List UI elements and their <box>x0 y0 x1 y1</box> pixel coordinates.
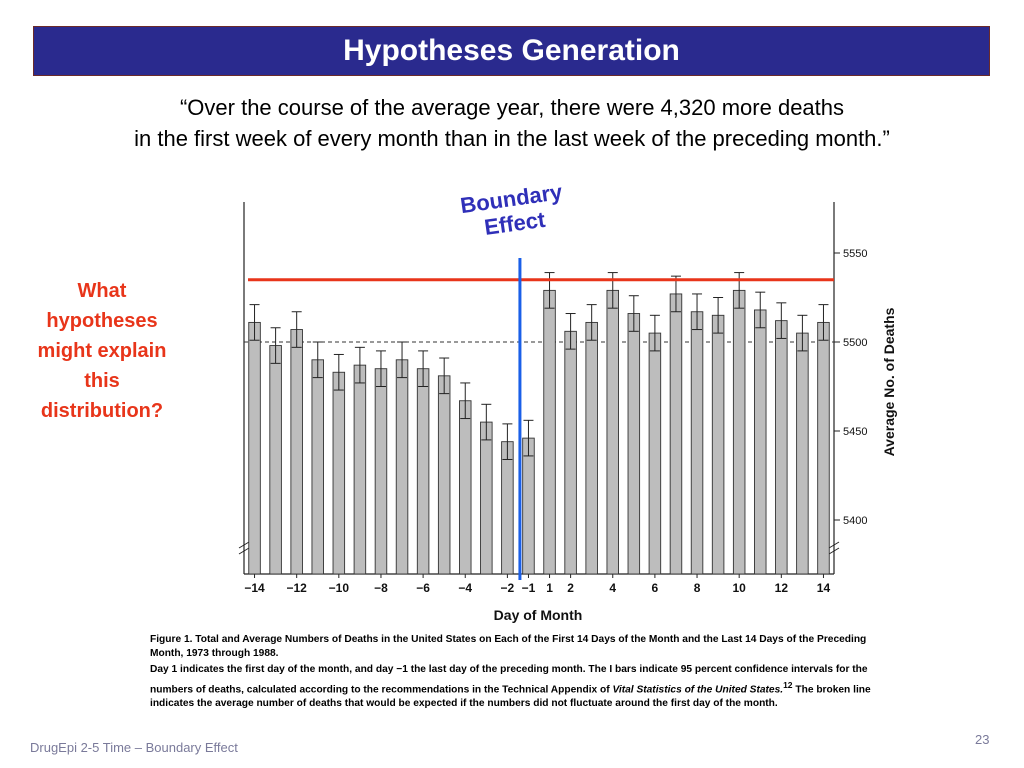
x-tick-label: 14 <box>817 581 831 595</box>
caption-text: Total and Average Numbers of Deaths in t… <box>150 634 867 660</box>
bar <box>395 359 409 575</box>
quote: “Over the course of the average year, th… <box>0 92 1024 154</box>
bar <box>817 321 830 575</box>
x-tick-label: −2 <box>501 581 515 595</box>
side-question-line: distribution? <box>40 400 164 422</box>
bar <box>648 332 662 575</box>
caption-para-2: Day 1 indicates the first day of the mon… <box>150 663 902 711</box>
axis-break-mark <box>238 541 250 549</box>
y-tick-label: 5500 <box>843 337 867 349</box>
bar <box>585 321 598 575</box>
x-axis-title: Day of Month <box>494 607 583 623</box>
quote-line-1: “Over the course of the average year, th… <box>179 95 845 120</box>
axis-break-mark <box>828 547 840 555</box>
y-tick-label: 5550 <box>843 248 867 260</box>
bar <box>248 321 261 575</box>
y-tick-label: 5400 <box>843 515 867 527</box>
caption-text: The broken line indicates the average nu… <box>150 684 871 710</box>
x-tick-label: 4 <box>609 581 616 595</box>
bar <box>501 441 514 575</box>
bar <box>290 329 303 575</box>
caption-lead: Figure 1. <box>150 634 193 645</box>
bar <box>564 330 577 575</box>
x-tick-label: 1 <box>546 581 553 595</box>
figure-caption: Figure 1. Total and Average Numbers of D… <box>150 633 902 713</box>
x-tick-label: −6 <box>416 581 430 595</box>
bar <box>332 371 346 575</box>
x-tick-label: −12 <box>286 581 307 595</box>
bar <box>543 289 556 575</box>
chart-overlay <box>248 258 834 580</box>
caption-text: Day 1 indicates the first day of the mon… <box>150 664 868 695</box>
bar <box>796 332 809 575</box>
caption-para-1: Figure 1. Total and Average Numbers of D… <box>150 633 902 661</box>
bar <box>311 359 324 575</box>
y-axis-title: Average No. of Deaths <box>881 307 897 456</box>
bar <box>353 364 367 575</box>
side-question-line: might explain <box>37 340 167 362</box>
x-tick-label: 10 <box>732 581 746 595</box>
bar <box>437 375 451 575</box>
bar <box>754 309 767 575</box>
x-tick-label: −8 <box>374 581 388 595</box>
quote-line-2: in the first week of every month than in… <box>134 126 890 151</box>
chart-bars <box>248 272 830 575</box>
x-tick-label: −1 <box>522 581 536 595</box>
bar <box>732 289 746 575</box>
bar <box>775 320 788 575</box>
side-question: What hypotheses might explain this distr… <box>12 276 192 426</box>
bar <box>459 400 472 575</box>
footer: DrugEpi 2-5 Time – Boundary Effect <box>30 740 238 755</box>
x-tick-label: −14 <box>244 581 265 595</box>
bar <box>627 313 641 575</box>
bar <box>606 289 619 575</box>
deaths-bar-chart: 5400 5450 5500 5550 −14 −12 −10 −8 −6 −4 −2 −1 1 2 4 6 8… <box>238 202 897 623</box>
bar <box>480 421 493 575</box>
slide-title: Hypotheses Generation <box>343 34 680 67</box>
bar <box>416 368 430 575</box>
caption-superscript: 12 <box>783 679 793 690</box>
y-tick-label: 5450 <box>843 426 867 438</box>
bar <box>269 345 282 575</box>
side-question-line: What <box>77 280 127 302</box>
bar <box>690 311 704 575</box>
x-tick-label: 12 <box>775 581 789 595</box>
page-number: 23 <box>975 732 990 747</box>
title-bar: Hypotheses Generation <box>33 26 990 76</box>
x-tick-label: −10 <box>329 581 350 595</box>
x-tick-label: 8 <box>694 581 701 595</box>
x-tick-label: 6 <box>652 581 659 595</box>
bar <box>711 314 725 575</box>
axis-break-mark <box>238 547 250 555</box>
side-question-line: this <box>84 370 120 392</box>
bar <box>374 368 388 575</box>
x-tick-label: 2 <box>567 581 574 595</box>
bar <box>522 437 535 575</box>
x-tick-label: −4 <box>458 581 472 595</box>
axis-break-mark <box>828 541 840 549</box>
side-question-line: hypotheses <box>46 310 158 332</box>
bar <box>669 293 683 575</box>
caption-italic: Vital Statistics of the United States. <box>612 684 784 695</box>
